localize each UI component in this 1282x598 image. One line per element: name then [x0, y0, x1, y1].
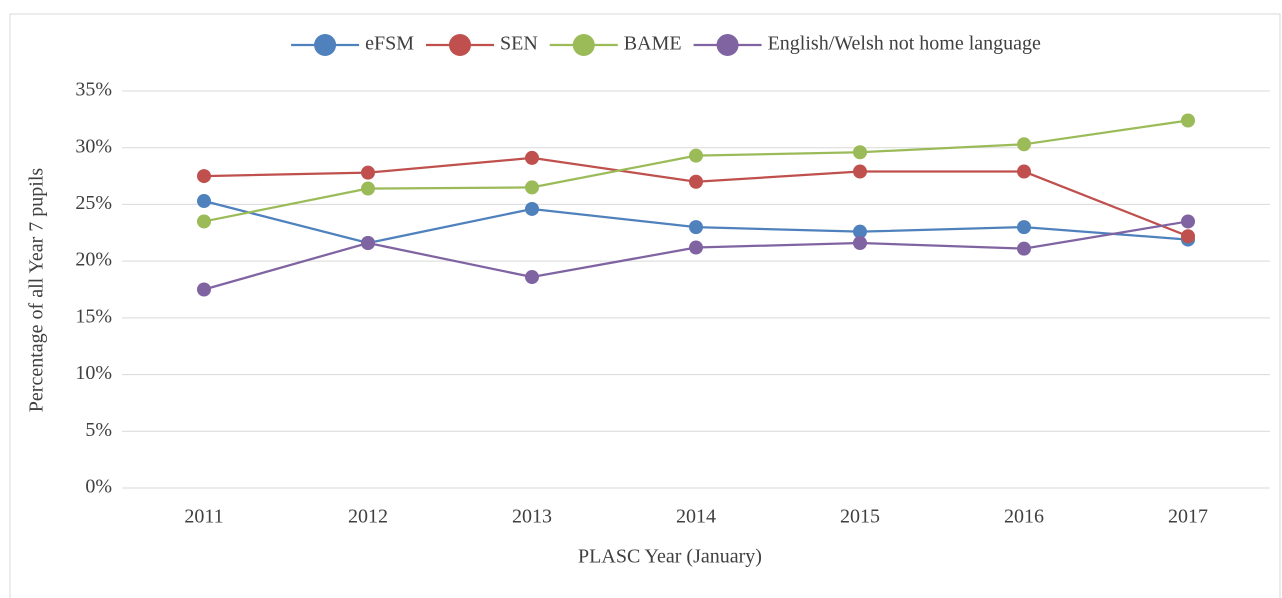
data-point	[689, 240, 703, 255]
data-point	[197, 169, 211, 184]
legend-marker	[314, 34, 337, 56]
data-point	[689, 148, 703, 163]
x-tick-label: 2014	[676, 506, 716, 528]
x-tick-label: 2013	[512, 506, 552, 528]
data-point	[853, 164, 867, 179]
data-point	[689, 174, 703, 189]
data-point	[525, 180, 539, 195]
data-point	[525, 270, 539, 285]
legend-label: SEN	[500, 33, 538, 55]
data-point	[525, 201, 539, 216]
legend-marker	[716, 34, 739, 56]
data-point	[853, 235, 867, 250]
x-tick-label: 2017	[1168, 506, 1208, 528]
x-tick-label: 2016	[1004, 506, 1044, 528]
y-axis-title: Percentage of all Year 7 pupils	[26, 168, 48, 413]
legend-label: eFSM	[365, 33, 414, 55]
y-tick-label: 30%	[75, 135, 112, 157]
data-point	[197, 282, 211, 297]
y-tick-label: 0%	[85, 476, 112, 498]
data-point	[1017, 164, 1031, 179]
data-point	[197, 194, 211, 209]
y-tick-label: 25%	[75, 192, 112, 214]
data-point	[525, 150, 539, 165]
y-tick-label: 20%	[75, 249, 112, 271]
data-point	[1181, 214, 1195, 229]
chart-frame	[9, 13, 1281, 598]
y-tick-label: 35%	[75, 79, 112, 101]
legend-label: BAME	[624, 33, 682, 55]
data-point	[1017, 241, 1031, 256]
x-tick-label: 2011	[184, 506, 223, 528]
data-point	[361, 181, 375, 196]
x-tick-label: 2012	[348, 506, 388, 528]
y-tick-label: 15%	[75, 305, 112, 327]
legend-marker	[448, 34, 471, 56]
data-point	[361, 165, 375, 180]
x-axis-title: PLASC Year (January)	[578, 546, 762, 568]
data-point	[1017, 137, 1031, 152]
data-point	[853, 145, 867, 160]
legend-label: English/Welsh not home language	[768, 33, 1041, 55]
data-point	[853, 224, 867, 239]
x-tick-label: 2015	[840, 506, 880, 528]
data-point	[197, 214, 211, 229]
data-point	[1181, 229, 1195, 244]
data-point	[361, 235, 375, 250]
data-point	[689, 220, 703, 235]
data-point	[1181, 113, 1195, 128]
y-tick-label: 5%	[85, 419, 112, 441]
data-point	[1017, 220, 1031, 235]
legend-marker	[572, 34, 595, 56]
y-tick-label: 10%	[75, 362, 112, 384]
